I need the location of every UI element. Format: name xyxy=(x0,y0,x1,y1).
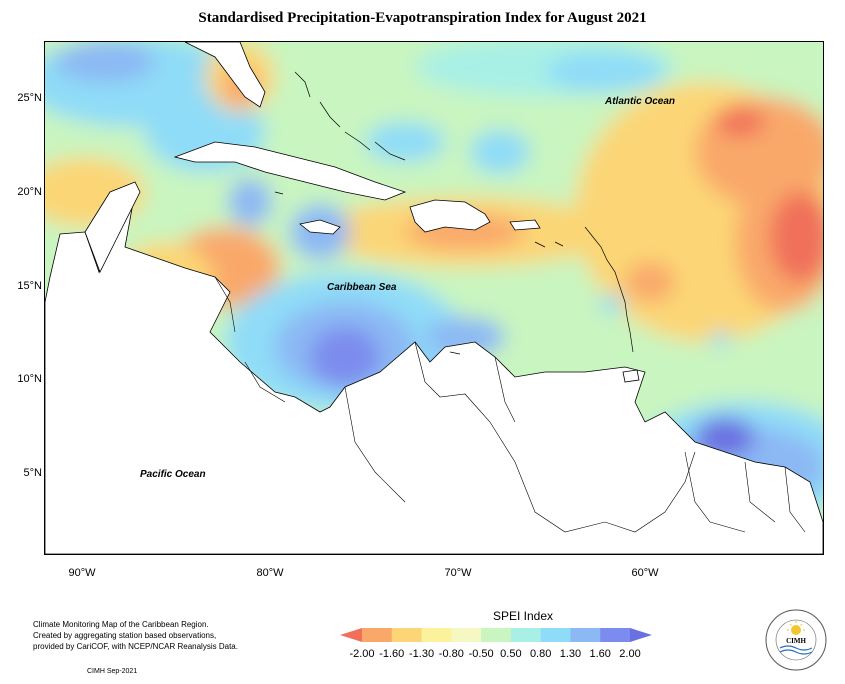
logo-text: CIMH xyxy=(786,637,806,645)
ocean-label-atlantic: Atlantic Ocean xyxy=(604,96,675,107)
footer-line: Climate Monitoring Map of the Caribbean … xyxy=(33,620,209,629)
map-title: Standardised Precipitation-Evapotranspir… xyxy=(198,10,647,26)
lat-label: 20°N xyxy=(17,186,42,198)
legend-colorbar xyxy=(340,628,652,642)
spei-map: Atlantic Ocean Caribbean Sea Pacific Oce… xyxy=(44,41,824,555)
small-islands xyxy=(274,71,634,355)
land-masses xyxy=(45,42,823,554)
legend-swatch xyxy=(600,628,631,642)
legend-swatch xyxy=(540,628,571,642)
legend-swatch xyxy=(421,628,452,642)
legend-tick-label: 1.30 xyxy=(559,648,582,660)
lon-label: 90°W xyxy=(68,567,96,579)
legend-swatch xyxy=(362,628,393,642)
legend-swatch xyxy=(340,628,362,642)
legend-swatch xyxy=(481,628,512,642)
footer-date: CIMH Sep-2021 xyxy=(87,668,138,675)
lon-label: 60°W xyxy=(631,567,659,579)
legend-tick-label: 1.60 xyxy=(589,648,611,660)
legend-swatch xyxy=(510,628,542,642)
legend-tick-label: -1.60 xyxy=(379,648,405,660)
lat-label: 10°N xyxy=(17,373,42,385)
legend-swatch xyxy=(391,628,423,642)
lon-label: 80°W xyxy=(256,567,284,579)
legend-swatch xyxy=(630,628,652,642)
legend-tick-label: 2.00 xyxy=(619,648,641,660)
legend-tick-label: 0.50 xyxy=(500,648,522,660)
lat-label: 5°N xyxy=(23,467,42,479)
legend-tick-label: -2.00 xyxy=(349,648,375,660)
legend-tick-label: 0.80 xyxy=(529,648,552,660)
footer-description: Climate Monitoring Map of the Caribbean … xyxy=(33,619,273,652)
spei-shading xyxy=(45,42,823,554)
footer-line: provided by CariCOF, with NCEP/NCAR Rean… xyxy=(33,642,238,651)
footer-line: Created by aggregating station based obs… xyxy=(33,631,217,640)
legend-tick-label: -0.50 xyxy=(468,648,494,660)
legend-swatch xyxy=(570,628,601,642)
lon-label: 70°W xyxy=(444,567,472,579)
ocean-label-pacific: Pacific Ocean xyxy=(140,469,206,480)
legend-tick-label: -0.80 xyxy=(438,648,464,660)
cimh-logo-icon: CIMH xyxy=(765,609,827,671)
legend-title: SPEI Index xyxy=(492,609,554,623)
legend-tick-label: -1.30 xyxy=(409,648,435,660)
country-borders xyxy=(214,276,806,533)
ocean-label-caribbean: Caribbean Sea xyxy=(327,282,397,293)
lat-label: 15°N xyxy=(17,280,42,292)
legend-swatch xyxy=(451,628,482,642)
lat-label: 25°N xyxy=(17,92,42,104)
